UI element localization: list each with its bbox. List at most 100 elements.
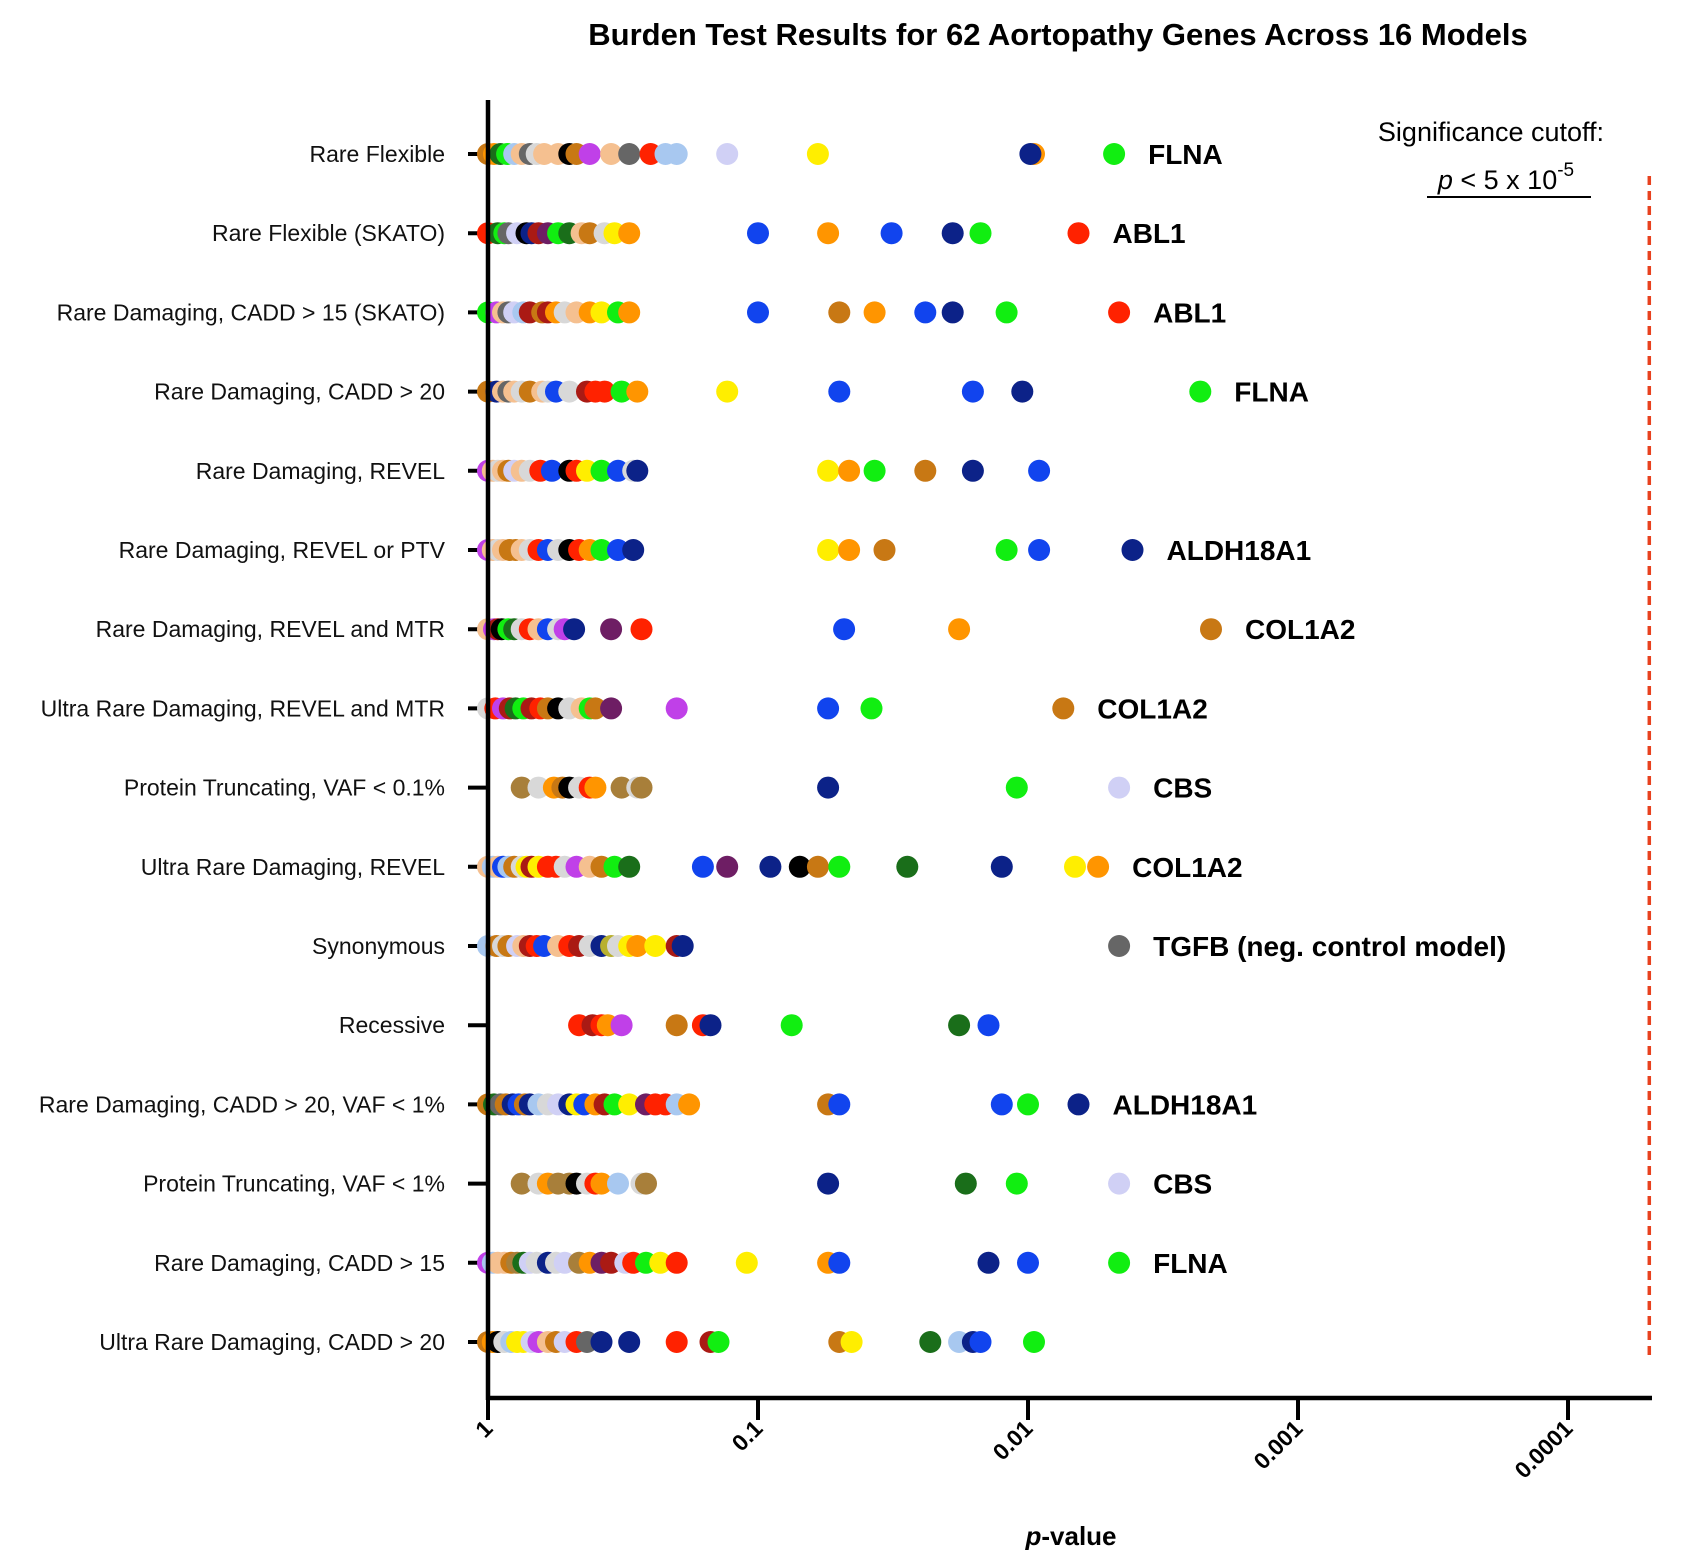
data-point <box>1087 855 1110 878</box>
data-point <box>600 618 623 641</box>
top-gene-label: ALDH18A1 <box>1113 1089 1258 1120</box>
data-point <box>610 776 633 799</box>
data-point <box>590 459 613 482</box>
data-point <box>1108 935 1131 957</box>
data-point <box>590 1331 613 1353</box>
data-point <box>828 1093 851 1116</box>
data-point <box>1108 301 1131 324</box>
x-axis-title: p-value <box>1024 1521 1116 1550</box>
data-point <box>977 1251 1000 1274</box>
data-point <box>1017 1093 1039 1116</box>
data-point <box>665 697 688 720</box>
data-point <box>1200 618 1222 641</box>
top-gene-label: FLNA <box>1234 377 1309 408</box>
data-point <box>817 776 840 799</box>
row-label: Protein Truncating, VAF < 1% <box>143 1171 445 1197</box>
data-point <box>735 1251 758 1274</box>
data-point <box>747 301 769 324</box>
top-gene-label: COL1A2 <box>1132 852 1242 883</box>
data-point <box>969 222 992 245</box>
data-point <box>1108 776 1131 799</box>
data-point <box>817 1172 840 1195</box>
data-point <box>1019 143 1042 165</box>
data-point <box>558 380 581 403</box>
data-point <box>644 935 667 957</box>
data-point <box>510 776 533 799</box>
data-point <box>590 539 613 561</box>
data-point <box>873 539 896 561</box>
data-point <box>961 459 984 482</box>
data-point <box>707 1331 730 1353</box>
data-point <box>593 380 616 403</box>
data-point <box>1023 1331 1045 1353</box>
data-point <box>806 855 829 878</box>
data-point <box>1064 855 1086 878</box>
data-point <box>1017 1251 1039 1274</box>
cutoff-exponent: -5 <box>1557 160 1574 181</box>
data-point <box>880 222 903 245</box>
data-point <box>540 459 563 482</box>
data-point <box>896 855 919 878</box>
data-point <box>990 855 1013 878</box>
data-point <box>1028 539 1051 561</box>
top-gene-label: CBS <box>1153 773 1212 804</box>
data-point <box>716 855 739 878</box>
data-point <box>665 143 688 165</box>
data-point <box>948 618 971 641</box>
data-point <box>622 539 645 561</box>
data-point <box>584 697 607 720</box>
data-point <box>716 380 739 403</box>
data-point <box>610 380 633 403</box>
data-point <box>1103 143 1126 165</box>
row-label: Synonymous <box>312 933 445 959</box>
data-point <box>828 1251 851 1274</box>
data-point <box>914 459 937 482</box>
top-gene-label: FLNA <box>1153 1248 1228 1279</box>
data-point <box>671 935 694 957</box>
data-point <box>649 1251 672 1274</box>
top-gene-label: TGFB (neg. control model) <box>1153 931 1506 962</box>
data-point <box>630 776 653 799</box>
data-point <box>817 697 840 720</box>
data-point <box>990 1093 1013 1116</box>
data-point <box>578 143 601 165</box>
x-axis-ticks: 1 0.1 0.01 0.001 0.0001 <box>470 1398 1578 1483</box>
data-point <box>817 539 840 561</box>
data-point <box>618 301 641 324</box>
row-label: Rare Damaging, CADD > 15 (SKATO) <box>57 299 445 325</box>
data-point <box>618 1093 641 1116</box>
data-point <box>590 301 613 324</box>
data-point <box>665 1014 688 1037</box>
row-label: Protein Truncating, VAF < 0.1% <box>124 775 445 801</box>
x-tick-label: 1 <box>470 1415 498 1443</box>
data-point <box>941 301 964 324</box>
row-label: Rare Damaging, REVEL and MTR <box>96 616 445 642</box>
cutoff-p: p <box>1437 165 1453 195</box>
data-point <box>860 697 883 720</box>
data-point <box>716 143 739 165</box>
data-point <box>600 697 623 720</box>
data-point <box>919 1331 942 1353</box>
top-gene-label: CBS <box>1153 1169 1212 1200</box>
row-label: Rare Damaging, REVEL <box>196 458 445 484</box>
data-point <box>635 1172 657 1195</box>
data-point <box>759 855 782 878</box>
data-point <box>995 539 1018 561</box>
data-point <box>1067 222 1090 245</box>
x-axis-title-rest: -value <box>1041 1521 1116 1550</box>
data-point <box>618 222 641 245</box>
data-point <box>1108 1251 1131 1274</box>
cutoff-annotation-line1: Significance cutoff: <box>1378 117 1604 147</box>
data-point <box>954 1172 977 1195</box>
data-point <box>626 459 649 482</box>
cutoff-annotation-line2: p < 5 x 10-5 <box>1437 160 1574 195</box>
data-point <box>1067 1093 1090 1116</box>
x-tick-label: 0.001 <box>1248 1415 1307 1474</box>
data-point <box>600 143 623 165</box>
data-point <box>995 301 1018 324</box>
data-point <box>678 1093 701 1116</box>
data-point <box>510 1172 533 1195</box>
data-point <box>840 1331 863 1353</box>
cutoff-rest: < 5 x 10 <box>1453 165 1557 195</box>
data-point <box>838 459 861 482</box>
